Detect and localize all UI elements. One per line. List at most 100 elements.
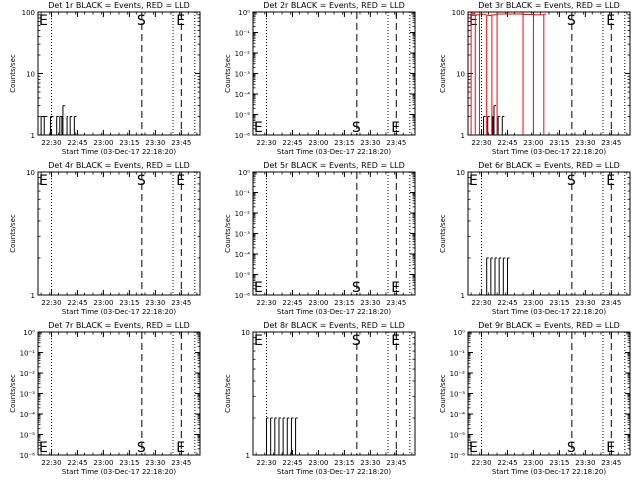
marker-label-e: E [391,120,400,136]
x-tick-label: 23:15 [334,459,354,467]
x-tick-label: 22:45 [282,459,302,467]
x-tick-label: 23:30 [360,459,380,467]
x-tick-label: 22:45 [282,299,302,307]
marker-label-e: E [176,173,185,189]
chart-title: Det 8r BLACK = Events, RED = LLD [263,321,405,330]
chart-title: Det 3r BLACK = Events, RED = LLD [478,1,620,10]
chart-panel-4: Det 4r BLACK = Events, RED = LLD 1 10 Count… [9,161,201,316]
x-tick-label: 23:00 [523,299,543,307]
y-tick-label: 10⁻² [20,370,36,378]
y-tick-label: 10⁻¹ [235,190,251,198]
marker-label-s: S [567,13,576,29]
x-tick-label: 23:45 [171,459,191,467]
y-tick-label: 10⁰ [238,9,250,17]
x-tick-label: 22:30 [41,459,61,467]
y-axis-label: Counts/sec [439,214,447,253]
x-tick-label: 23:30 [145,459,165,467]
chart-panel-1: Det 1r BLACK = Events, RED = LLD 1 10 100 Co… [9,1,201,156]
y-tick-label: 10⁻⁴ [235,91,251,99]
x-tick-label: 23:45 [601,459,621,467]
plot-frame [467,171,631,296]
chart-panel-7: Det 7r BLACK = Events, RED = LLD 10⁻⁶ 10⁻⁵… [9,321,201,476]
x-tick-label: 23:00 [523,139,543,147]
y-tick-label: 10⁻⁴ [20,411,36,419]
marker-label-e: E [39,13,48,29]
x-tick-label: 23:15 [334,299,354,307]
marker-label-e: E [39,173,48,189]
y-axis-label: Counts/sec [439,54,447,93]
y-tick-label: 10⁰ [453,329,465,337]
y-axis-label: Counts/sec [439,374,447,413]
x-tick-label: 23:30 [575,139,595,147]
y-tick-label: 10⁻² [235,50,251,58]
marker-label-s: S [352,280,361,296]
y-tick-label: 10⁻³ [235,231,251,239]
x-axis-label: Start Time (03-Dec-17 22:18:20) [277,468,391,476]
x-tick-label: 23:30 [145,299,165,307]
marker-label-s: S [137,173,146,189]
x-tick-label: 22:30 [471,459,491,467]
marker-label-e: E [469,440,478,456]
x-tick-label: 23:15 [119,299,139,307]
plot-frame [37,331,201,456]
x-tick-label: 23:45 [171,139,191,147]
plot-frame [252,171,416,296]
x-tick-label: 22:30 [471,139,491,147]
chart-panel-9: Det 9r BLACK = Events, RED = LLD 10⁻⁶ 10⁻⁵… [439,321,631,476]
chart-panel-3: Det 3r BLACK = Events, RED = LLD 1 10 100 Co… [439,1,631,156]
x-tick-label: 22:30 [41,299,61,307]
y-tick-label: 10⁻¹ [235,30,251,38]
marker-label-e: E [176,440,185,456]
chart-panel-2: Det 2r BLACK = Events, RED = LLD 10⁻⁶ 10⁻⁵… [224,1,416,156]
x-axis-label: Start Time (03-Dec-17 22:18:20) [492,148,606,156]
marker-label-s: S [137,440,146,456]
marker-label-e: E [254,120,263,136]
x-tick-label: 23:30 [360,299,380,307]
x-tick-label: 23:45 [171,299,191,307]
plot-frame [467,331,631,456]
x-tick-label: 23:30 [575,459,595,467]
y-tick-label: 10 [241,329,250,337]
marker-label-e: E [606,173,615,189]
x-tick-label: 22:45 [67,459,87,467]
y-axis-label: Counts/sec [224,214,232,253]
x-tick-label: 22:30 [256,459,276,467]
marker-label-s: S [137,13,146,29]
x-tick-label: 23:00 [93,299,113,307]
x-tick-label: 23:00 [308,299,328,307]
y-tick-label: 10⁻⁶ [450,452,466,460]
chart-title: Det 1r BLACK = Events, RED = LLD [48,1,190,10]
y-tick-label: 10⁻⁵ [20,432,36,440]
x-tick-label: 22:45 [497,459,517,467]
y-tick-label: 100 [22,9,35,17]
x-tick-label: 23:00 [93,459,113,467]
marker-label-e: E [39,440,48,456]
x-tick-label: 22:45 [497,139,517,147]
x-tick-label: 22:30 [471,299,491,307]
chart-title: Det 9r BLACK = Events, RED = LLD [478,321,620,330]
y-tick-label: 10⁻⁴ [450,411,466,419]
marker-label-e: E [254,280,263,296]
x-tick-label: 23:15 [549,139,569,147]
y-tick-label: 10 [456,169,465,177]
chart-panel-5: Det 5r BLACK = Events, RED = LLD 10⁻⁶ 10⁻⁵… [224,161,416,316]
y-tick-label: 10 [26,169,35,177]
marker-label-e: E [606,440,615,456]
marker-label-e: E [469,173,478,189]
y-tick-label: 1 [31,292,35,300]
chart-title: Det 4r BLACK = Events, RED = LLD [48,161,190,170]
x-tick-label: 22:45 [67,299,87,307]
y-tick-label: 100 [452,9,465,17]
x-tick-label: 22:45 [282,139,302,147]
y-axis-label: Counts/sec [9,54,17,93]
y-tick-label: 1 [461,132,465,140]
chart-title: Det 5r BLACK = Events, RED = LLD [263,161,405,170]
x-tick-label: 23:15 [119,459,139,467]
marker-label-s: S [567,173,576,189]
x-tick-label: 23:15 [549,299,569,307]
plot-frame [252,11,416,136]
x-tick-label: 23:45 [601,139,621,147]
chart-title: Det 7r BLACK = Events, RED = LLD [48,321,190,330]
x-tick-label: 23:45 [601,299,621,307]
